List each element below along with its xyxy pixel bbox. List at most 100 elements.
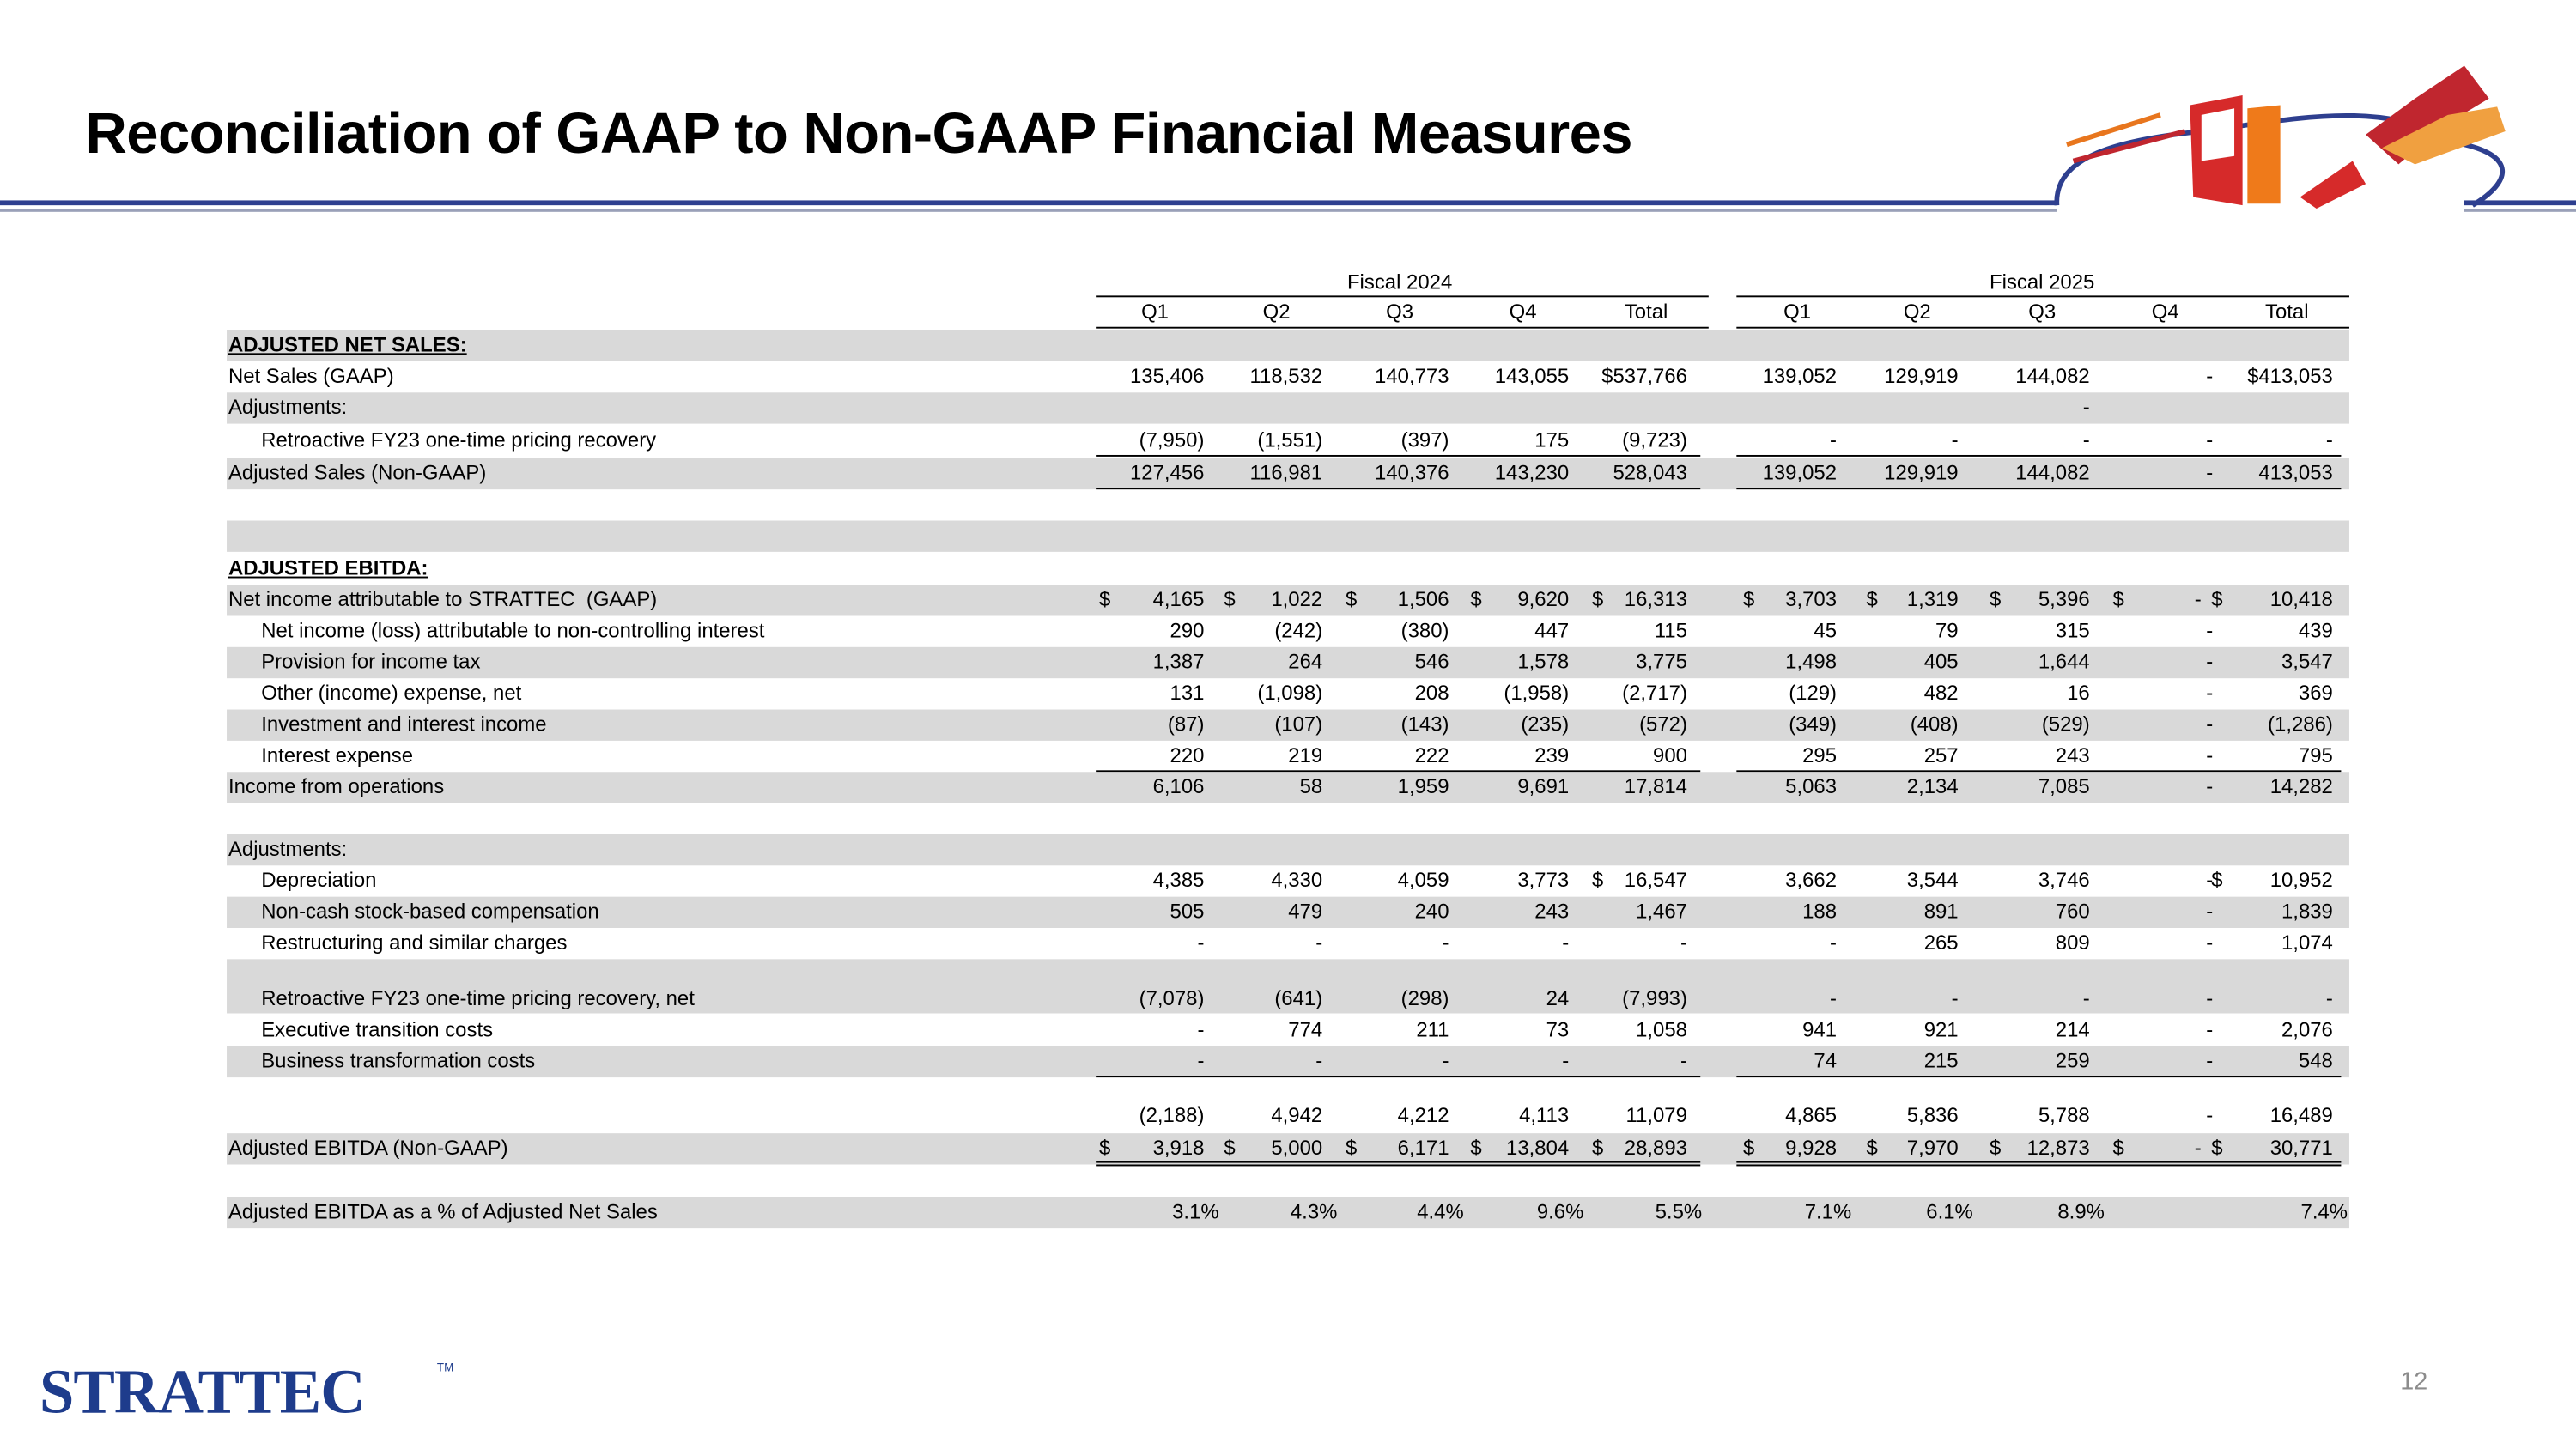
cell: 129,919 <box>1884 461 1959 485</box>
trademark: TM <box>436 1363 454 1375</box>
row-shade <box>227 1133 2349 1165</box>
logo: STRATTEC <box>39 1358 366 1428</box>
row-rule <box>1736 488 2342 490</box>
cell: 74 <box>1814 1049 1838 1073</box>
cell: 3,775 <box>1636 650 1687 674</box>
cell: 4,942 <box>1271 1103 1323 1127</box>
cell: 7.4% <box>2300 1200 2348 1224</box>
cell: 4,165 <box>1152 587 1205 611</box>
cell: 135,406 <box>1129 364 1205 388</box>
row-label: Net income (loss) attributable to non-co… <box>261 619 765 643</box>
cell: 548 <box>2298 1049 2333 1073</box>
currency-symbol: $ <box>1098 1136 1111 1160</box>
row-label: Depreciation <box>261 869 377 892</box>
row-shade <box>227 585 2349 616</box>
cell: 14,282 <box>2269 775 2333 798</box>
cell: 10,418 <box>2269 587 2333 611</box>
cell: 6.1% <box>1926 1200 1973 1224</box>
currency-symbol: $ <box>1345 1136 1358 1160</box>
cell: 129,919 <box>1884 364 1959 388</box>
group-rule <box>1096 295 1709 298</box>
currency-symbol: $ <box>2211 1136 2223 1160</box>
cell: 140,773 <box>1375 364 1449 388</box>
cell: - <box>1442 931 1449 955</box>
row-shade <box>227 520 2349 552</box>
cell: 16,489 <box>2269 1103 2333 1127</box>
cell: - <box>2206 1103 2214 1127</box>
cell: 900 <box>1653 743 1687 767</box>
row-label: Restructuring and similar charges <box>261 931 568 955</box>
cell: - <box>1197 1018 1205 1042</box>
row-label: Interest expense <box>261 743 414 767</box>
cell: 143,230 <box>1494 461 1570 485</box>
cell: - <box>1315 931 1323 955</box>
cell: 3.1% <box>1172 1200 1219 1224</box>
cell: 16,547 <box>1624 869 1687 892</box>
title: Reconciliation of GAAP to Non-GAAP Finan… <box>85 101 1632 167</box>
cell: 3,918 <box>1152 1136 1205 1160</box>
currency-symbol: $ <box>1742 1136 1755 1160</box>
column-header: Q4 <box>1509 300 1537 324</box>
cell: 79 <box>1935 619 1959 643</box>
cell: 243 <box>1534 900 1570 924</box>
cell: 118,532 <box>1249 364 1323 388</box>
cell: 9,928 <box>1785 1136 1838 1160</box>
cell: (641) <box>1274 986 1323 1010</box>
currency-symbol: $ <box>1470 1136 1482 1160</box>
cell: 139,052 <box>1762 364 1838 388</box>
cell: - <box>1830 428 1838 452</box>
cell: - <box>2206 364 2214 388</box>
cell: - <box>2194 587 2202 611</box>
cell: - <box>1562 1049 1570 1073</box>
cell: 220 <box>1170 743 1205 767</box>
cell: 290 <box>1170 619 1205 643</box>
cell: $537,766 <box>1601 364 1687 388</box>
currency-symbol: $ <box>1989 587 2002 611</box>
cell: - <box>2206 775 2214 798</box>
row-label: Adjusted EBITDA (Non-GAAP) <box>228 1136 508 1160</box>
cell: - <box>2206 682 2214 705</box>
column-header: Q1 <box>1141 300 1169 324</box>
cell: 1,644 <box>2038 650 2090 674</box>
cell: 175 <box>1534 428 1570 452</box>
currency-symbol: $ <box>1591 587 1604 611</box>
cell: 795 <box>2298 743 2333 767</box>
cell: 1,578 <box>1517 650 1570 674</box>
cell: - <box>2206 712 2214 737</box>
cell: (9,723) <box>1622 428 1687 452</box>
cell: 16 <box>2067 682 2090 705</box>
cell: - <box>2325 428 2333 452</box>
cell: - <box>1951 428 1959 452</box>
cell: - <box>2206 428 2214 452</box>
cell: (1,551) <box>1257 428 1323 452</box>
column-header: Q3 <box>1386 300 1414 324</box>
cell: 10,952 <box>2269 869 2333 892</box>
header-rule <box>1736 326 2349 329</box>
cell: 12,873 <box>2026 1136 2090 1160</box>
cell: 9.6% <box>1536 1200 1584 1224</box>
row-label: Adjustments: <box>228 396 348 419</box>
currency-symbol: $ <box>1591 1136 1604 1160</box>
cell: 2,134 <box>1906 775 1959 798</box>
currency-symbol: $ <box>2112 1136 2124 1160</box>
row-shade <box>227 392 2349 424</box>
row-shade <box>227 959 2349 1014</box>
cell: 115 <box>1654 619 1687 643</box>
row-label: Non-cash stock-based compensation <box>261 900 599 924</box>
cell: (529) <box>2041 712 2090 737</box>
cell: 240 <box>1414 900 1449 924</box>
row-rule <box>1096 770 1701 773</box>
cell: 1,387 <box>1152 650 1205 674</box>
cell: $413,053 <box>2247 364 2333 388</box>
cell: 188 <box>1802 900 1838 924</box>
cell: 941 <box>1802 1018 1838 1042</box>
cell: - <box>1562 931 1570 955</box>
cell: 28,893 <box>1624 1136 1687 1160</box>
cell: 243 <box>2055 743 2090 767</box>
cell: 5,836 <box>1906 1103 1959 1127</box>
cell: 413,053 <box>2258 461 2333 485</box>
cell: 259 <box>2055 1049 2090 1073</box>
cell: 546 <box>1414 650 1449 674</box>
cell: 3,703 <box>1785 587 1838 611</box>
cell: 1,058 <box>1636 1018 1687 1042</box>
